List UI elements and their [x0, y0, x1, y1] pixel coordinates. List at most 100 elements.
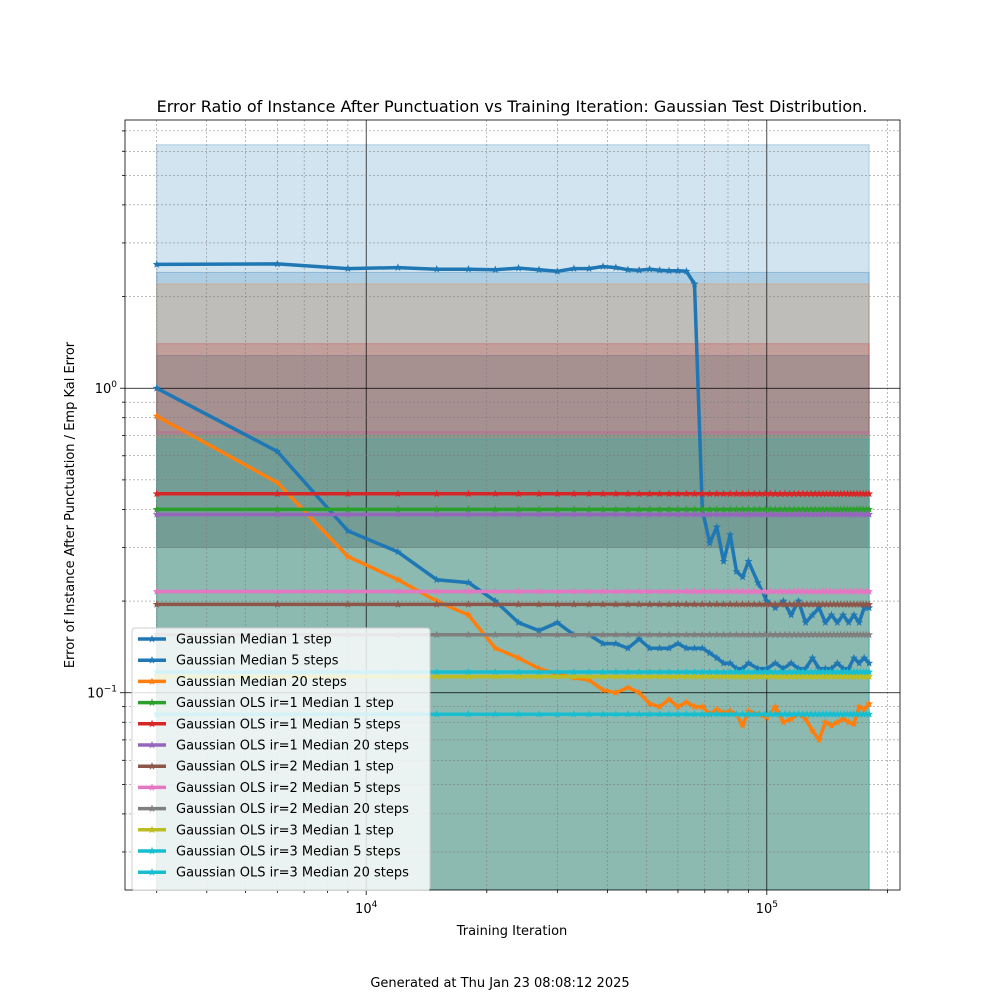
- data-point-marker: [776, 587, 785, 595]
- data-point-marker: [781, 667, 789, 676]
- data-point-marker: [750, 587, 759, 595]
- data-point-marker: [464, 630, 473, 639]
- data-point-marker: [853, 587, 862, 595]
- data-point-marker: [755, 600, 764, 608]
- data-point-marker: [794, 587, 803, 595]
- data-point-marker: [761, 600, 770, 608]
- data-point-marker: [635, 505, 644, 513]
- data-point-marker: [818, 489, 827, 498]
- data-point-marker: [698, 505, 707, 513]
- x-tick-label: 104: [355, 900, 378, 917]
- data-point-marker: [843, 672, 852, 680]
- data-point-marker: [744, 587, 753, 595]
- data-point-marker: [818, 630, 827, 639]
- data-point-marker: [645, 672, 654, 680]
- data-point-marker: [821, 718, 830, 726]
- data-point-marker: [865, 667, 874, 676]
- data-point-marker: [822, 600, 831, 608]
- data-point-marker: [859, 587, 868, 595]
- data-point-marker: [836, 630, 845, 639]
- data-point-marker: [744, 659, 753, 667]
- data-point-marker: [732, 510, 741, 518]
- gaussian-median-1-step-series: [152, 259, 874, 626]
- data-point-marker: [393, 505, 402, 513]
- data-point-marker: [645, 510, 654, 518]
- data-point-marker: [464, 667, 473, 676]
- data-point-marker: [623, 667, 632, 676]
- data-point-marker: [665, 710, 673, 718]
- data-point-marker: [535, 489, 543, 498]
- y-tick-label: 10−1: [87, 685, 117, 702]
- data-point-marker: [803, 600, 811, 608]
- data-point-marker: [744, 630, 753, 639]
- data-point-marker: [682, 710, 691, 718]
- data-point-marker: [833, 659, 842, 667]
- data-point-marker: [850, 719, 858, 728]
- data-point-marker: [343, 587, 352, 595]
- data-point-marker: [790, 510, 799, 518]
- data-point-marker: [833, 630, 842, 639]
- data-point-marker: [655, 672, 664, 680]
- data-point-marker: [432, 575, 441, 584]
- data-point-marker: [862, 672, 871, 680]
- data-point-marker: [569, 600, 578, 608]
- data-point-marker: [726, 489, 735, 498]
- legend-label: Gaussian OLS ir=3 Median 5 steps: [176, 845, 401, 860]
- data-point-marker: [856, 587, 865, 595]
- data-point-marker: [645, 630, 654, 639]
- data-point-marker: [432, 710, 441, 718]
- data-point-marker: [599, 667, 607, 676]
- data-point-marker: [665, 587, 673, 595]
- data-point-marker: [850, 672, 858, 680]
- data-point-marker: [635, 688, 644, 697]
- data-point-marker: [698, 600, 707, 608]
- data-point-marker: [865, 600, 874, 608]
- data-point-marker: [393, 263, 402, 271]
- data-point-marker: [771, 702, 780, 711]
- data-point-marker: [393, 575, 402, 584]
- data-point-marker: [599, 510, 607, 518]
- data-point-marker: [599, 262, 607, 270]
- data-point-marker: [856, 630, 865, 639]
- data-point-marker: [682, 267, 691, 275]
- data-point-marker: [836, 667, 845, 676]
- data-point-marker: [801, 714, 810, 723]
- data-point-marker: [432, 667, 441, 676]
- data-point-marker: [698, 702, 707, 711]
- data-point-marker: [771, 489, 780, 498]
- data-point-marker: [811, 510, 820, 518]
- data-point-marker: [569, 587, 578, 595]
- data-point-marker: [844, 718, 853, 726]
- data-point-marker: [794, 510, 803, 518]
- data-point-marker: [682, 600, 691, 608]
- data-point-marker: [785, 510, 794, 518]
- data-point-marker: [732, 489, 741, 498]
- data-point-marker: [833, 618, 842, 626]
- data-point-marker: [732, 630, 741, 639]
- data-point-marker: [535, 600, 543, 608]
- data-point-marker: [393, 587, 402, 595]
- data-point-marker: [655, 710, 664, 718]
- data-point-marker: [738, 630, 747, 639]
- data-point-marker: [726, 667, 735, 676]
- data-point-marker: [645, 644, 654, 652]
- data-point-marker: [152, 510, 161, 518]
- data-point-marker: [821, 618, 830, 626]
- data-point-marker: [569, 264, 578, 272]
- data-point-marker: [818, 587, 827, 595]
- data-point-marker: [843, 510, 852, 518]
- data-point-marker: [815, 667, 823, 676]
- data-point-marker: [682, 489, 691, 498]
- data-point-marker: [635, 266, 644, 274]
- legend-marker: [148, 634, 156, 643]
- data-point-marker: [514, 618, 523, 626]
- data-point-marker: [535, 587, 543, 595]
- data-point-marker: [790, 710, 799, 718]
- data-point-marker: [865, 630, 874, 639]
- legend-marker: [148, 698, 156, 706]
- data-point-marker: [599, 639, 607, 647]
- data-point-marker: [811, 505, 820, 513]
- data-point-marker: [790, 600, 799, 608]
- data-point-marker: [682, 672, 691, 680]
- data-point-marker: [761, 710, 770, 718]
